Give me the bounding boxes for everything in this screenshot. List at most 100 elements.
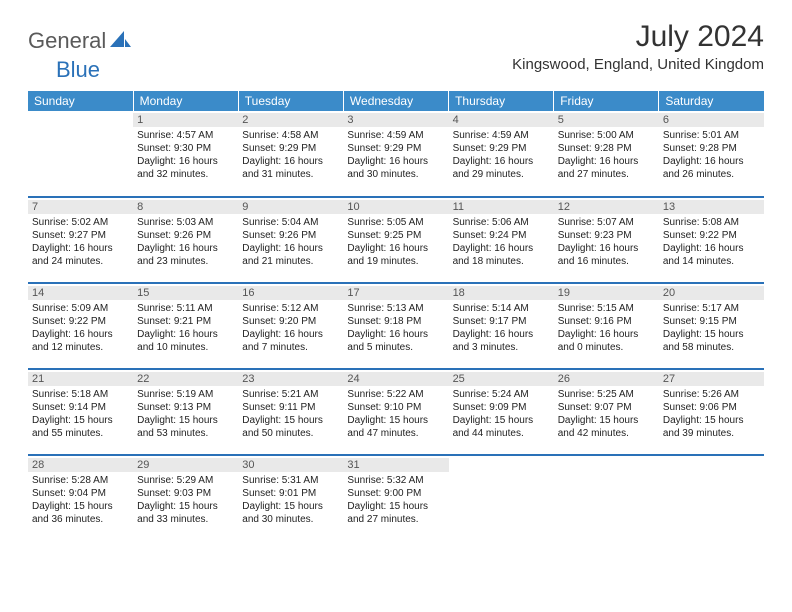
day-details: Sunrise: 5:22 AMSunset: 9:10 PMDaylight:… (347, 388, 444, 440)
daylight-line: Daylight: 15 hours and 44 minutes. (453, 414, 550, 440)
calendar-row: 21Sunrise: 5:18 AMSunset: 9:14 PMDayligh… (28, 369, 764, 455)
calendar-table: Sunday Monday Tuesday Wednesday Thursday… (28, 91, 764, 541)
col-wednesday: Wednesday (343, 91, 448, 111)
col-thursday: Thursday (449, 91, 554, 111)
daylight-line: Daylight: 15 hours and 30 minutes. (242, 500, 339, 526)
sunset-line: Sunset: 9:27 PM (32, 229, 129, 242)
calendar-row: 1Sunrise: 4:57 AMSunset: 9:30 PMDaylight… (28, 111, 764, 197)
day-number: 18 (449, 286, 554, 300)
sunset-line: Sunset: 9:17 PM (453, 315, 550, 328)
day-details: Sunrise: 5:05 AMSunset: 9:25 PMDaylight:… (347, 216, 444, 268)
sunrise-line: Sunrise: 5:08 AM (663, 216, 760, 229)
daylight-line: Daylight: 16 hours and 14 minutes. (663, 242, 760, 268)
daylight-line: Daylight: 15 hours and 27 minutes. (347, 500, 444, 526)
sunset-line: Sunset: 9:20 PM (242, 315, 339, 328)
daylight-line: Daylight: 16 hours and 24 minutes. (32, 242, 129, 268)
calendar-cell: 12Sunrise: 5:07 AMSunset: 9:23 PMDayligh… (554, 197, 659, 283)
day-details: Sunrise: 5:31 AMSunset: 9:01 PMDaylight:… (242, 474, 339, 526)
daylight-line: Daylight: 16 hours and 16 minutes. (558, 242, 655, 268)
calendar-row: 28 Sunrise: 5:28 AMSunset: 9:04 PMDayligh… (28, 455, 764, 541)
logo-sail-icon (110, 30, 132, 53)
sunrise-line: Sunrise: 5:02 AM (32, 216, 129, 229)
sunset-line: Sunset: 9:28 PM (663, 142, 760, 155)
sunset-line: Sunset: 9:04 PM (32, 487, 129, 500)
calendar-cell: 11Sunrise: 5:06 AMSunset: 9:24 PMDayligh… (449, 197, 554, 283)
sunrise-line: Sunrise: 4:58 AM (242, 129, 339, 142)
day-details: Sunrise: 5:26 AMSunset: 9:06 PMDaylight:… (663, 388, 760, 440)
daylight-line: Daylight: 16 hours and 21 minutes. (242, 242, 339, 268)
day-number: 30 (238, 458, 343, 472)
daylight-line: Daylight: 16 hours and 29 minutes. (453, 155, 550, 181)
sunset-line: Sunset: 9:13 PM (137, 401, 234, 414)
calendar-cell: 1Sunrise: 4:57 AMSunset: 9:30 PMDaylight… (133, 111, 238, 197)
sunrise-line: Sunrise: 5:26 AM (663, 388, 760, 401)
day-details: Sunrise: 5:28 AMSunset: 9:04 PMDaylight:… (32, 474, 129, 526)
calendar-cell: 5Sunrise: 5:00 AMSunset: 9:28 PMDaylight… (554, 111, 659, 197)
daylight-line: Daylight: 16 hours and 0 minutes. (558, 328, 655, 354)
day-details: Sunrise: 5:18 AMSunset: 9:14 PMDaylight:… (32, 388, 129, 440)
day-details: Sunrise: 5:14 AMSunset: 9:17 PMDaylight:… (453, 302, 550, 354)
weekday-header-row: Sunday Monday Tuesday Wednesday Thursday… (28, 91, 764, 111)
day-details: Sunrise: 5:11 AMSunset: 9:21 PMDaylight:… (137, 302, 234, 354)
calendar-cell: 30 Sunrise: 5:31 AMSunset: 9:01 PMDayligh… (238, 455, 343, 541)
daylight-line: Daylight: 15 hours and 36 minutes. (32, 500, 129, 526)
day-number: 22 (133, 372, 238, 386)
daylight-line: Daylight: 16 hours and 27 minutes. (558, 155, 655, 181)
day-number: 24 (343, 372, 448, 386)
calendar-cell: 23Sunrise: 5:21 AMSunset: 9:11 PMDayligh… (238, 369, 343, 455)
daylight-line: Daylight: 16 hours and 23 minutes. (137, 242, 234, 268)
sunset-line: Sunset: 9:29 PM (453, 142, 550, 155)
daylight-line: Daylight: 15 hours and 42 minutes. (558, 414, 655, 440)
logo-text-blue: Blue (56, 57, 100, 82)
day-details: Sunrise: 5:15 AMSunset: 9:16 PMDaylight:… (558, 302, 655, 354)
daylight-line: Daylight: 16 hours and 26 minutes. (663, 155, 760, 181)
day-number: 7 (28, 200, 133, 214)
calendar-cell: 9Sunrise: 5:04 AMSunset: 9:26 PMDaylight… (238, 197, 343, 283)
day-number: 6 (659, 113, 764, 127)
calendar-cell (28, 111, 133, 197)
day-details: Sunrise: 5:01 AMSunset: 9:28 PMDaylight:… (663, 129, 760, 181)
calendar-cell: 2Sunrise: 4:58 AMSunset: 9:29 PMDaylight… (238, 111, 343, 197)
sunrise-line: Sunrise: 5:09 AM (32, 302, 129, 315)
calendar-cell: 13 Sunrise: 5:08 AMSunset: 9:22 PMDayligh… (659, 197, 764, 283)
sunset-line: Sunset: 9:29 PM (347, 142, 444, 155)
sunrise-line: Sunrise: 5:06 AM (453, 216, 550, 229)
day-details: Sunrise: 5:03 AMSunset: 9:26 PMDaylight:… (137, 216, 234, 268)
daylight-line: Daylight: 16 hours and 18 minutes. (453, 242, 550, 268)
day-details: Sunrise: 5:17 AMSunset: 9:15 PMDaylight:… (663, 302, 760, 354)
day-number: 9 (238, 200, 343, 214)
sunrise-line: Sunrise: 5:18 AM (32, 388, 129, 401)
day-details: Sunrise: 5:08 AMSunset: 9:22 PMDaylight:… (663, 216, 760, 268)
day-number: 27 (659, 372, 764, 386)
day-number: 31 (343, 458, 448, 472)
sunrise-line: Sunrise: 5:00 AM (558, 129, 655, 142)
daylight-line: Daylight: 15 hours and 33 minutes. (137, 500, 234, 526)
daylight-line: Daylight: 16 hours and 31 minutes. (242, 155, 339, 181)
logo: General (28, 28, 134, 54)
day-number: 20 (659, 286, 764, 300)
day-details: Sunrise: 5:21 AMSunset: 9:11 PMDaylight:… (242, 388, 339, 440)
sunset-line: Sunset: 9:22 PM (663, 229, 760, 242)
sunrise-line: Sunrise: 5:03 AM (137, 216, 234, 229)
day-number: 28 (28, 458, 133, 472)
daylight-line: Daylight: 16 hours and 30 minutes. (347, 155, 444, 181)
day-details: Sunrise: 5:24 AMSunset: 9:09 PMDaylight:… (453, 388, 550, 440)
day-number: 2 (238, 113, 343, 127)
day-details: Sunrise: 5:29 AMSunset: 9:03 PMDaylight:… (137, 474, 234, 526)
day-number: 10 (343, 200, 448, 214)
day-number: 16 (238, 286, 343, 300)
calendar-cell: 28 Sunrise: 5:28 AMSunset: 9:04 PMDayligh… (28, 455, 133, 541)
calendar-cell: 8Sunrise: 5:03 AMSunset: 9:26 PMDaylight… (133, 197, 238, 283)
sunrise-line: Sunrise: 5:21 AM (242, 388, 339, 401)
sunset-line: Sunset: 9:21 PM (137, 315, 234, 328)
sunset-line: Sunset: 9:26 PM (242, 229, 339, 242)
calendar-cell: 18 Sunrise: 5:14 AMSunset: 9:17 PMDayligh… (449, 283, 554, 369)
sunset-line: Sunset: 9:06 PM (663, 401, 760, 414)
sunrise-line: Sunrise: 5:15 AM (558, 302, 655, 315)
sunrise-line: Sunrise: 5:12 AM (242, 302, 339, 315)
calendar-cell: 20 Sunrise: 5:17 AMSunset: 9:15 PMDayligh… (659, 283, 764, 369)
sunrise-line: Sunrise: 5:24 AM (453, 388, 550, 401)
day-number: 13 (659, 200, 764, 214)
sunrise-line: Sunrise: 5:11 AM (137, 302, 234, 315)
day-number: 1 (133, 113, 238, 127)
